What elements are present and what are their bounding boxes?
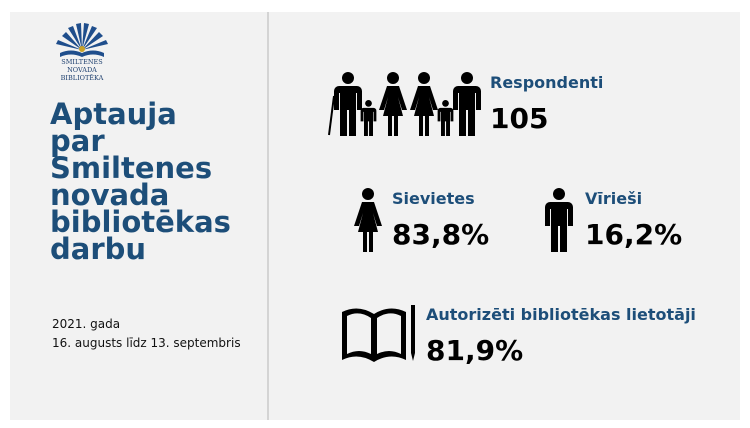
title-line: Smiltenes bbox=[50, 151, 212, 185]
stat-value: 16,2% bbox=[585, 218, 682, 251]
date-line: 16. augusts līdz 13. septembris bbox=[52, 336, 241, 350]
stat-label: Vīrieši bbox=[585, 189, 642, 208]
title-line: Aptauja bbox=[50, 97, 177, 131]
stat-value: 83,8% bbox=[392, 218, 489, 251]
date-line: 2021. gada bbox=[52, 317, 120, 331]
stat-value: 105 bbox=[490, 102, 548, 135]
logo-text: SMILTENES bbox=[61, 58, 102, 66]
stat-label: Respondenti bbox=[490, 73, 603, 92]
logo-text: NOVADA bbox=[67, 66, 97, 74]
family-icon bbox=[328, 72, 481, 136]
stat-label: Sievietes bbox=[392, 189, 475, 208]
title-line: novada bbox=[50, 178, 169, 212]
title-line: bibliotēkas bbox=[50, 205, 231, 239]
logo: SMILTENES NOVADA BIBLIOTĒKA bbox=[56, 23, 108, 82]
book-icon bbox=[342, 305, 415, 362]
title-line: darbu bbox=[50, 232, 146, 266]
logo-text: BIBLIOTĒKA bbox=[61, 73, 104, 82]
stat-label: Autorizēti bibliotēkas lietotāji bbox=[426, 305, 696, 324]
title-line: par bbox=[50, 124, 105, 158]
stat-value: 81,9% bbox=[426, 334, 523, 367]
